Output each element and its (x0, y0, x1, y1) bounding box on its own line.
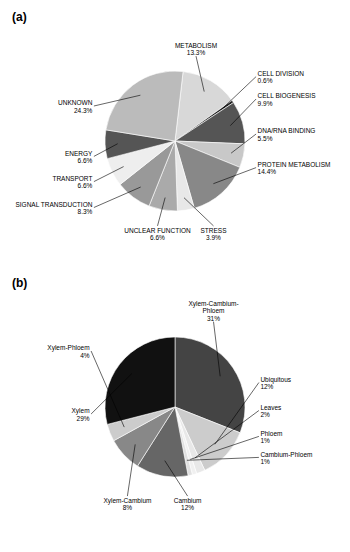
svg-text:Xylem-Cambium-Phloem31%: Xylem-Cambium-Phloem31% (188, 299, 238, 321)
svg-text:Cambium-Phloem1%: Cambium-Phloem1% (260, 450, 312, 465)
svg-text:METABOLISM13.3%: METABOLISM13.3% (175, 41, 217, 56)
svg-text:Xylem-Phloem4%: Xylem-Phloem4% (47, 344, 89, 359)
svg-text:TRANSPORT6.6%: TRANSPORT6.6% (52, 174, 92, 189)
html-text:(a): (a) (12, 10, 27, 24)
svg-text:Cambium12%: Cambium12% (174, 496, 202, 511)
svg-text:UNKNOWN24.3%: UNKNOWN24.3% (58, 99, 93, 114)
html-text:(b): (b) (12, 276, 28, 290)
svg-text:Phloem1%: Phloem1% (260, 429, 282, 444)
svg-text:Leaves2%: Leaves2% (260, 403, 282, 418)
svg-text:UNCLEAR FUNCTION6.6%: UNCLEAR FUNCTION6.6% (124, 226, 191, 241)
svg-text:ENERGY6.6%: ENERGY6.6% (65, 149, 93, 164)
svg-text:SIGNAL TRANSDUCTION8.3%: SIGNAL TRANSDUCTION8.3% (15, 200, 92, 215)
svg-text:STRESS3.9%: STRESS3.9% (200, 226, 227, 241)
svg-text:CELL DIVISION0.6%: CELL DIVISION0.6% (258, 69, 305, 84)
svg-text:PROTEIN METABOLISM14.4%: PROTEIN METABOLISM14.4% (258, 160, 331, 175)
svg-text:DNA/RNA BINDING5.5%: DNA/RNA BINDING5.5% (258, 127, 316, 142)
svg-text:Xylem-Cambium8%: Xylem-Cambium8% (103, 496, 151, 511)
svg-text:CELL BIOGENESIS9.9%: CELL BIOGENESIS9.9% (258, 92, 317, 107)
svg-text:Xylem29%: Xylem29% (72, 407, 90, 422)
svg-text:Ubiquitous12%: Ubiquitous12% (260, 375, 291, 390)
